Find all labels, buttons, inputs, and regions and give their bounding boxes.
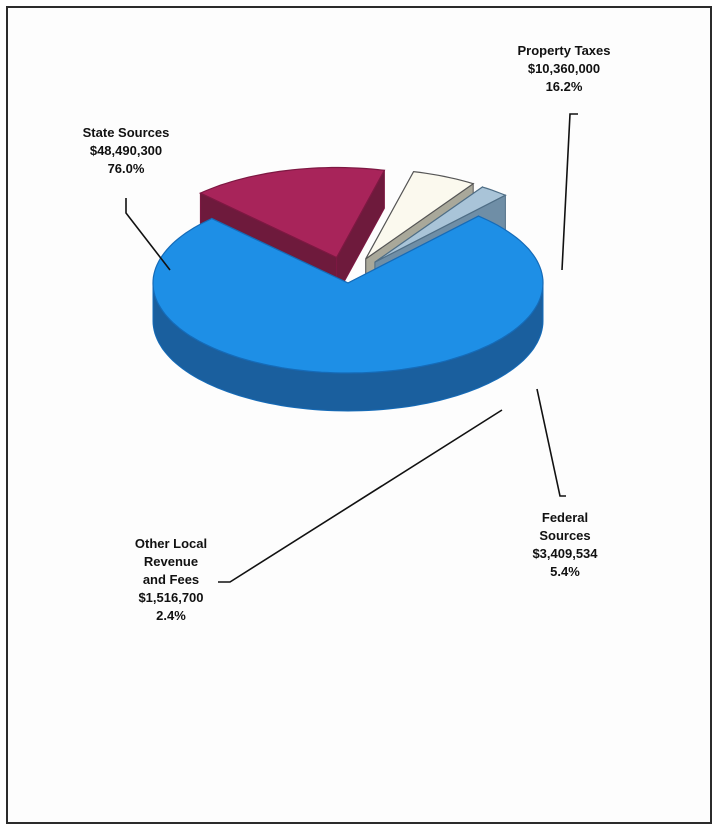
label-other-name-1: Other Local (135, 536, 207, 551)
leader-line-other (218, 409, 503, 583)
leader-line-state (125, 198, 171, 271)
chart-frame: State Sources $48,490,300 76.0% Property… (6, 6, 712, 824)
label-federal-percent: 5.4% (550, 564, 580, 579)
label-property-value: $10,360,000 (528, 61, 600, 76)
label-other-value: $1,516,700 (138, 590, 203, 605)
label-state-percent: 76.0% (108, 161, 145, 176)
pie-slice-state-sources (152, 215, 544, 412)
pie-slice-top-federal-sources (365, 170, 475, 260)
label-state-name: State Sources (83, 125, 170, 140)
label-other-name-3: and Fees (143, 572, 199, 587)
label-other-percent: 2.4% (156, 608, 186, 623)
label-property-name: Property Taxes (518, 43, 611, 58)
pie-slice-top-state-sources (152, 215, 544, 374)
label-other-local-revenue: Other Local Revenue and Fees $1,516,700 … (135, 536, 207, 623)
label-state-value: $48,490,300 (90, 143, 162, 158)
leader-line-federal (536, 388, 566, 497)
label-federal-name-2: Sources (539, 528, 590, 543)
pie-chart: State Sources $48,490,300 76.0% Property… (83, 43, 611, 623)
label-property-taxes: Property Taxes $10,360,000 16.2% (518, 43, 611, 94)
pie-slice-top-property-taxes (198, 166, 386, 259)
label-property-percent: 16.2% (546, 79, 583, 94)
leader-line-property (561, 113, 578, 271)
label-federal-name-1: Federal (542, 510, 588, 525)
pie-slices (152, 166, 544, 412)
label-state-sources: State Sources $48,490,300 76.0% (83, 125, 170, 176)
label-federal-value: $3,409,534 (532, 546, 598, 561)
pie-slice-top-other-local-revenue-and-fees (374, 186, 507, 263)
label-other-name-2: Revenue (144, 554, 198, 569)
label-federal-sources: Federal Sources $3,409,534 5.4% (532, 510, 598, 579)
